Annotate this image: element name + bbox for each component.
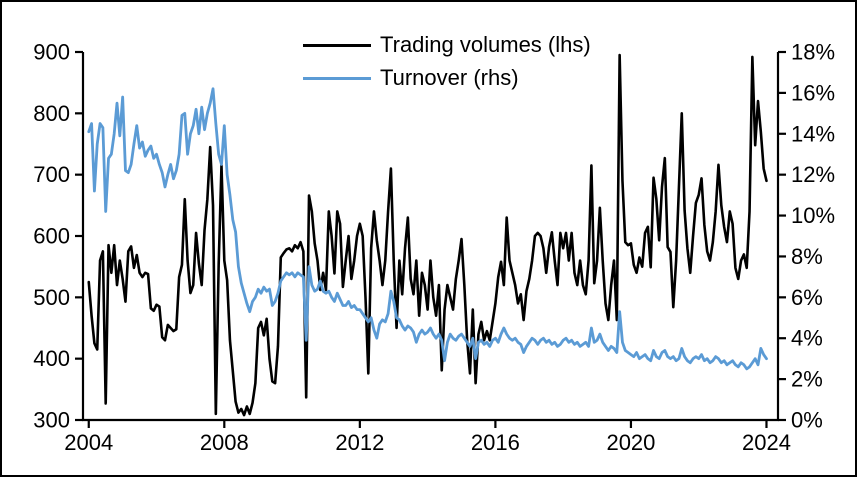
- svg-text:10%: 10%: [791, 203, 835, 228]
- svg-text:2016: 2016: [471, 430, 520, 455]
- legend-item-turnover: Turnover (rhs): [303, 65, 591, 91]
- svg-text:2%: 2%: [791, 367, 823, 392]
- svg-text:500: 500: [33, 285, 70, 310]
- svg-text:16%: 16%: [791, 80, 835, 105]
- svg-text:2008: 2008: [200, 430, 249, 455]
- svg-text:600: 600: [33, 224, 70, 249]
- svg-text:900: 900: [33, 40, 70, 65]
- svg-text:700: 700: [33, 162, 70, 187]
- svg-text:8%: 8%: [791, 244, 823, 269]
- svg-text:14%: 14%: [791, 121, 835, 146]
- legend-item-trading-volumes: Trading volumes (lhs): [303, 32, 591, 58]
- svg-text:4%: 4%: [791, 326, 823, 351]
- legend-line-turnover: [303, 76, 371, 80]
- svg-text:6%: 6%: [791, 285, 823, 310]
- legend-label-trading-volumes: Trading volumes (lhs): [380, 32, 591, 57]
- svg-text:400: 400: [33, 346, 70, 371]
- svg-text:2020: 2020: [606, 430, 655, 455]
- svg-text:300: 300: [33, 408, 70, 433]
- svg-text:2024: 2024: [742, 430, 791, 455]
- legend: Trading volumes (lhs) Turnover (rhs): [303, 32, 591, 91]
- svg-text:800: 800: [33, 101, 70, 126]
- legend-label-turnover: Turnover (rhs): [380, 65, 519, 90]
- legend-line-trading-volumes: [303, 43, 371, 47]
- svg-text:0%: 0%: [791, 408, 823, 433]
- svg-text:18%: 18%: [791, 40, 835, 65]
- svg-text:2004: 2004: [64, 430, 113, 455]
- svg-text:12%: 12%: [791, 162, 835, 187]
- svg-text:2012: 2012: [335, 430, 384, 455]
